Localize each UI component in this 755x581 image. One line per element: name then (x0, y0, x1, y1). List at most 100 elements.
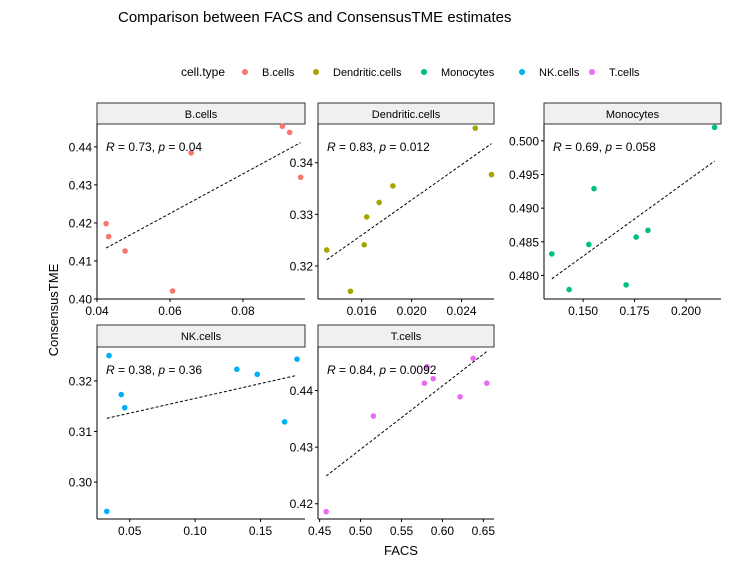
x-tick-label: 0.200 (671, 304, 701, 318)
y-tick-label: 0.495 (509, 168, 539, 182)
facet-panels: B.cells 0.40 0.41 0.42 0.43 0.44 0.04 0.06 0.08 R… (69, 102, 722, 538)
y-tick-label: 0.32 (290, 259, 314, 273)
facet-strip-b-cells (96, 102, 306, 125)
facet-strip-monocytes (543, 102, 722, 125)
regression-line (105, 142, 301, 249)
data-point (470, 355, 476, 362)
x-tick-label: 0.65 (472, 524, 496, 538)
correlation-annotation: R = 0.84, p = 0.0092 (327, 363, 437, 377)
legend-key-t-cells (589, 69, 595, 75)
panel-b-cells: B.cells 0.40 0.41 0.42 0.43 0.44 0.04 0.06 0.08 R… (69, 102, 306, 318)
x-tick-label: 0.05 (118, 524, 142, 538)
data-point (104, 508, 110, 515)
data-point (457, 393, 463, 400)
data-point (370, 413, 377, 419)
data-point (121, 404, 128, 411)
data-point (566, 286, 572, 293)
panel-t-cells: T.cells 0.42 0.43 0.44 0.45 0.50 0.55 0.60 0.65 R… (290, 324, 496, 538)
facet-strip-label-nk-cells: NK.cells (181, 331, 222, 343)
data-point (623, 282, 629, 288)
data-point (711, 124, 718, 131)
data-point (323, 508, 329, 515)
x-tick-label: 0.020 (397, 304, 427, 318)
data-point (430, 375, 437, 382)
data-point (347, 288, 354, 295)
data-point (281, 419, 288, 425)
data-point (645, 227, 651, 234)
legend-label-nk-cells: NK.cells (539, 67, 580, 79)
legend: cell.type B.cells Dendritic.cells Monocyte… (181, 65, 640, 79)
data-point (361, 241, 367, 248)
panel-nk-cells: NK.cells 0.30 0.31 0.32 0.05 0.10 0.15 R = 0.38… (69, 324, 306, 538)
data-point (472, 125, 479, 131)
facet-strip-nk-cells (96, 324, 306, 348)
y-tick-label: 0.30 (69, 476, 93, 490)
correlation-annotation: R = 0.83, p = 0.012 (327, 140, 430, 154)
data-point (169, 288, 176, 294)
chart-title: Comparison between FACS and ConsensusTME… (118, 9, 512, 26)
data-point (279, 123, 286, 130)
y-tick-label: 0.40 (69, 293, 93, 307)
legend-label-monocytes: Monocytes (441, 67, 495, 79)
x-axis-label: FACS (384, 543, 418, 558)
data-point (188, 150, 194, 156)
data-point (106, 352, 112, 359)
correlation-annotation: R = 0.69, p = 0.058 (553, 140, 656, 154)
data-point (376, 199, 382, 206)
facet-strip-t-cells (317, 324, 495, 348)
x-tick-label: 0.08 (231, 304, 255, 318)
y-tick-label: 0.44 (69, 140, 93, 154)
x-tick-label: 0.016 (347, 304, 377, 318)
y-tick-label: 0.32 (69, 374, 93, 388)
data-point (390, 183, 396, 189)
data-point (294, 356, 300, 362)
data-point (363, 214, 370, 220)
regression-line (325, 351, 488, 477)
panel-dendritic-cells: Dendritic.cells 0.32 0.33 0.34 0.016 0.020 0.0… (290, 102, 495, 318)
legend-label-dendritic-cells: Dendritic.cells (333, 67, 402, 79)
x-tick-label: 0.55 (390, 524, 414, 538)
data-point (586, 241, 592, 248)
y-axis-label: ConsensusTME (46, 263, 61, 356)
facet-strip-dendritic-cells (317, 102, 495, 125)
facet-strip-label-t-cells: T.cells (391, 331, 422, 343)
correlation-annotation: R = 0.38, p = 0.36 (106, 363, 202, 377)
data-point (118, 391, 125, 398)
data-point (323, 247, 330, 253)
legend-key-nk-cells (519, 69, 525, 75)
data-point (488, 171, 495, 178)
regression-line (326, 143, 492, 261)
x-tick-label: 0.04 (85, 304, 109, 318)
x-tick-label: 0.150 (568, 304, 598, 318)
x-tick-label: 0.024 (447, 304, 477, 318)
y-tick-label: 0.43 (290, 441, 314, 455)
legend-key-monocytes (421, 69, 427, 75)
y-tick-label: 0.34 (290, 156, 314, 170)
x-tick-label: 0.45 (308, 524, 332, 538)
data-point (105, 233, 112, 240)
facet-strip-label-dendritic-cells: Dendritic.cells (372, 109, 441, 121)
x-tick-label: 0.60 (431, 524, 455, 538)
data-point (234, 366, 240, 373)
data-point (424, 364, 430, 370)
legend-title: cell.type (181, 65, 225, 79)
panel-monocytes: Monocytes 0.480 0.485 0.490 0.495 0.500 0.150 0… (509, 102, 722, 318)
data-point (122, 248, 128, 254)
x-tick-label: 0.50 (349, 524, 373, 538)
x-tick-label: 0.175 (620, 304, 650, 318)
y-tick-label: 0.485 (509, 235, 539, 249)
regression-line (551, 160, 715, 280)
data-point (633, 234, 640, 240)
legend-key-b-cells (242, 69, 248, 75)
y-tick-label: 0.31 (69, 425, 93, 439)
x-tick-label: 0.06 (158, 304, 182, 318)
data-point (591, 185, 597, 192)
y-tick-label: 0.500 (509, 134, 539, 148)
y-tick-label: 0.42 (69, 216, 93, 230)
y-tick-label: 0.33 (290, 208, 314, 222)
correlation-annotation: R = 0.73, p = 0.04 (106, 140, 202, 154)
data-point (421, 380, 428, 387)
data-point (286, 129, 293, 136)
legend-items: B.cells Dendritic.cells Monocytes NK.cells T… (242, 67, 640, 79)
